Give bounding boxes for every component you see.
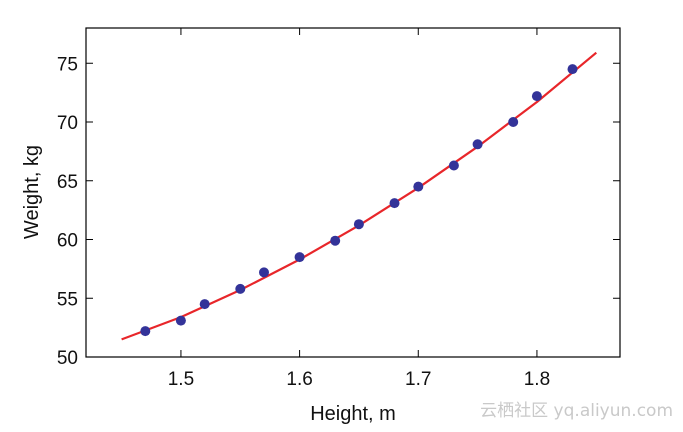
data-point xyxy=(199,299,210,310)
data-point xyxy=(531,91,542,102)
data-point xyxy=(294,252,305,263)
x-axis-label: Height, m xyxy=(310,403,396,425)
y-tick-label: 75 xyxy=(57,54,78,75)
data-point xyxy=(330,235,341,246)
data-point xyxy=(389,198,400,209)
data-point xyxy=(175,315,186,326)
fit-curve xyxy=(121,51,598,341)
x-tick-label: 1.5 xyxy=(168,369,194,390)
data-point xyxy=(567,64,578,75)
y-tick-label: 70 xyxy=(57,113,78,134)
scatter-points-layer xyxy=(140,64,578,337)
y-axis-ticks: 50 55 60 65 70 75 xyxy=(57,54,620,369)
data-point xyxy=(353,219,364,230)
data-point xyxy=(235,283,246,294)
data-point xyxy=(508,117,519,127)
x-tick-label: 1.7 xyxy=(405,369,431,390)
data-point xyxy=(472,139,483,150)
data-point xyxy=(259,267,269,278)
y-axis-label: Weight, kg xyxy=(21,145,43,239)
y-tick-label: 55 xyxy=(57,289,78,310)
data-point xyxy=(140,326,151,337)
data-point xyxy=(448,160,459,171)
plot-frame xyxy=(85,27,621,358)
x-tick-label: 1.8 xyxy=(524,369,550,390)
fit-curve-layer xyxy=(121,51,598,341)
x-tick-label: 1.6 xyxy=(286,369,312,390)
data-point xyxy=(413,181,424,192)
y-tick-label: 60 xyxy=(57,231,78,252)
x-axis-ticks: 1.5 1.6 1.7 1.8 xyxy=(168,28,550,390)
y-tick-label: 50 xyxy=(57,348,78,369)
y-tick-label: 65 xyxy=(57,172,78,193)
watermark-text: 云栖社区 yq.aliyun.com xyxy=(480,401,673,421)
